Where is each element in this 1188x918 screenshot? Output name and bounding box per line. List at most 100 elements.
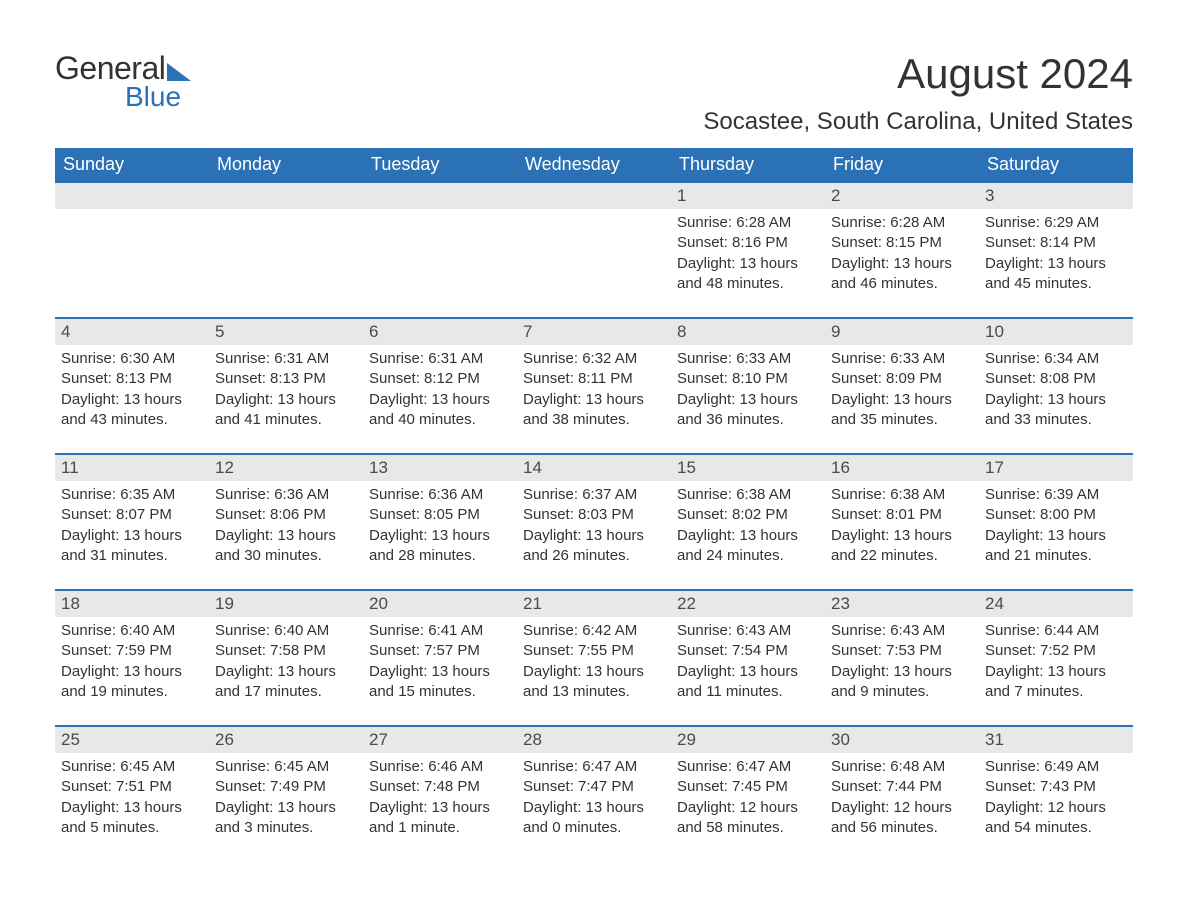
day-number	[363, 183, 517, 209]
daylight-text: Daylight: 13 hours and 31 minutes.	[61, 526, 203, 567]
logo: General Blue	[55, 50, 191, 113]
daylight-text: Daylight: 13 hours and 5 minutes.	[61, 798, 203, 839]
calendar-cell: 21Sunrise: 6:42 AMSunset: 7:55 PMDayligh…	[517, 591, 671, 711]
calendar-cell	[363, 183, 517, 303]
weekday-header: Saturday	[979, 148, 1133, 181]
daylight-text: Daylight: 13 hours and 38 minutes.	[523, 390, 665, 431]
sunrise-text: Sunrise: 6:43 AM	[831, 621, 973, 641]
calendar-cell: 23Sunrise: 6:43 AMSunset: 7:53 PMDayligh…	[825, 591, 979, 711]
day-body: Sunrise: 6:29 AMSunset: 8:14 PMDaylight:…	[979, 209, 1133, 294]
daylight-text: Daylight: 13 hours and 28 minutes.	[369, 526, 511, 567]
calendar-cell: 5Sunrise: 6:31 AMSunset: 8:13 PMDaylight…	[209, 319, 363, 439]
sunrise-text: Sunrise: 6:28 AM	[677, 213, 819, 233]
calendar-row: 18Sunrise: 6:40 AMSunset: 7:59 PMDayligh…	[55, 589, 1133, 711]
daylight-text: Daylight: 13 hours and 15 minutes.	[369, 662, 511, 703]
day-body: Sunrise: 6:37 AMSunset: 8:03 PMDaylight:…	[517, 481, 671, 566]
sunset-text: Sunset: 8:01 PM	[831, 505, 973, 525]
day-number: 24	[979, 591, 1133, 617]
sunrise-text: Sunrise: 6:47 AM	[523, 757, 665, 777]
calendar-cell	[209, 183, 363, 303]
sunset-text: Sunset: 7:57 PM	[369, 641, 511, 661]
day-number: 26	[209, 727, 363, 753]
day-body: Sunrise: 6:43 AMSunset: 7:53 PMDaylight:…	[825, 617, 979, 702]
day-body	[209, 209, 363, 213]
day-body: Sunrise: 6:39 AMSunset: 8:00 PMDaylight:…	[979, 481, 1133, 566]
sunrise-text: Sunrise: 6:33 AM	[831, 349, 973, 369]
daylight-text: Daylight: 12 hours and 56 minutes.	[831, 798, 973, 839]
title-block: August 2024 Socastee, South Carolina, Un…	[703, 50, 1133, 136]
sunset-text: Sunset: 7:49 PM	[215, 777, 357, 797]
day-number: 13	[363, 455, 517, 481]
calendar-cell: 28Sunrise: 6:47 AMSunset: 7:47 PMDayligh…	[517, 727, 671, 847]
sunrise-text: Sunrise: 6:38 AM	[677, 485, 819, 505]
logo-text-blue: Blue	[125, 81, 191, 113]
calendar-cell: 17Sunrise: 6:39 AMSunset: 8:00 PMDayligh…	[979, 455, 1133, 575]
day-body: Sunrise: 6:40 AMSunset: 7:59 PMDaylight:…	[55, 617, 209, 702]
calendar-cell: 29Sunrise: 6:47 AMSunset: 7:45 PMDayligh…	[671, 727, 825, 847]
calendar-cell: 10Sunrise: 6:34 AMSunset: 8:08 PMDayligh…	[979, 319, 1133, 439]
day-number: 15	[671, 455, 825, 481]
calendar-row: 25Sunrise: 6:45 AMSunset: 7:51 PMDayligh…	[55, 725, 1133, 847]
sunrise-text: Sunrise: 6:29 AM	[985, 213, 1127, 233]
calendar-cell: 31Sunrise: 6:49 AMSunset: 7:43 PMDayligh…	[979, 727, 1133, 847]
day-body: Sunrise: 6:42 AMSunset: 7:55 PMDaylight:…	[517, 617, 671, 702]
sunset-text: Sunset: 7:58 PM	[215, 641, 357, 661]
day-body: Sunrise: 6:48 AMSunset: 7:44 PMDaylight:…	[825, 753, 979, 838]
calendar-cell: 8Sunrise: 6:33 AMSunset: 8:10 PMDaylight…	[671, 319, 825, 439]
day-body: Sunrise: 6:45 AMSunset: 7:49 PMDaylight:…	[209, 753, 363, 838]
location-subtitle: Socastee, South Carolina, United States	[703, 108, 1133, 136]
sunset-text: Sunset: 8:10 PM	[677, 369, 819, 389]
day-body: Sunrise: 6:31 AMSunset: 8:13 PMDaylight:…	[209, 345, 363, 430]
sunset-text: Sunset: 8:00 PM	[985, 505, 1127, 525]
day-number: 21	[517, 591, 671, 617]
calendar-row: 1Sunrise: 6:28 AMSunset: 8:16 PMDaylight…	[55, 181, 1133, 303]
daylight-text: Daylight: 13 hours and 33 minutes.	[985, 390, 1127, 431]
day-number	[517, 183, 671, 209]
sunset-text: Sunset: 8:03 PM	[523, 505, 665, 525]
weekday-header: Thursday	[671, 148, 825, 181]
sunset-text: Sunset: 8:12 PM	[369, 369, 511, 389]
sunrise-text: Sunrise: 6:40 AM	[61, 621, 203, 641]
day-body: Sunrise: 6:28 AMSunset: 8:16 PMDaylight:…	[671, 209, 825, 294]
day-body: Sunrise: 6:38 AMSunset: 8:02 PMDaylight:…	[671, 481, 825, 566]
calendar-cell: 7Sunrise: 6:32 AMSunset: 8:11 PMDaylight…	[517, 319, 671, 439]
day-number: 28	[517, 727, 671, 753]
daylight-text: Daylight: 13 hours and 40 minutes.	[369, 390, 511, 431]
calendar-body: 1Sunrise: 6:28 AMSunset: 8:16 PMDaylight…	[55, 181, 1133, 847]
sunset-text: Sunset: 8:16 PM	[677, 233, 819, 253]
sunset-text: Sunset: 8:05 PM	[369, 505, 511, 525]
sunrise-text: Sunrise: 6:40 AM	[215, 621, 357, 641]
day-body: Sunrise: 6:47 AMSunset: 7:47 PMDaylight:…	[517, 753, 671, 838]
weekday-header: Wednesday	[517, 148, 671, 181]
sunset-text: Sunset: 7:47 PM	[523, 777, 665, 797]
sunset-text: Sunset: 7:48 PM	[369, 777, 511, 797]
day-number: 31	[979, 727, 1133, 753]
weekday-header: Sunday	[55, 148, 209, 181]
sunrise-text: Sunrise: 6:45 AM	[61, 757, 203, 777]
daylight-text: Daylight: 13 hours and 9 minutes.	[831, 662, 973, 703]
day-body: Sunrise: 6:44 AMSunset: 7:52 PMDaylight:…	[979, 617, 1133, 702]
sunset-text: Sunset: 7:45 PM	[677, 777, 819, 797]
calendar-cell: 18Sunrise: 6:40 AMSunset: 7:59 PMDayligh…	[55, 591, 209, 711]
sunrise-text: Sunrise: 6:38 AM	[831, 485, 973, 505]
day-number: 18	[55, 591, 209, 617]
calendar-cell	[517, 183, 671, 303]
day-body: Sunrise: 6:30 AMSunset: 8:13 PMDaylight:…	[55, 345, 209, 430]
daylight-text: Daylight: 13 hours and 48 minutes.	[677, 254, 819, 295]
sunset-text: Sunset: 8:06 PM	[215, 505, 357, 525]
logo-triangle-icon	[167, 63, 191, 81]
day-body: Sunrise: 6:41 AMSunset: 7:57 PMDaylight:…	[363, 617, 517, 702]
calendar-cell: 1Sunrise: 6:28 AMSunset: 8:16 PMDaylight…	[671, 183, 825, 303]
daylight-text: Daylight: 13 hours and 13 minutes.	[523, 662, 665, 703]
calendar-cell	[55, 183, 209, 303]
day-number: 1	[671, 183, 825, 209]
calendar-cell: 13 Sunrise: 6:36 AMSunset: 8:05 PMDayligh…	[363, 455, 517, 575]
day-body: Sunrise: 6:40 AMSunset: 7:58 PMDaylight:…	[209, 617, 363, 702]
sunrise-text: Sunrise: 6:36 AM	[215, 485, 357, 505]
sunrise-text: Sunrise: 6:37 AM	[523, 485, 665, 505]
daylight-text: Daylight: 13 hours and 46 minutes.	[831, 254, 973, 295]
header: General Blue August 2024 Socastee, South…	[55, 50, 1133, 136]
sunrise-text: Sunrise: 6:36 AM	[369, 485, 511, 505]
daylight-text: Daylight: 13 hours and 22 minutes.	[831, 526, 973, 567]
day-number	[209, 183, 363, 209]
